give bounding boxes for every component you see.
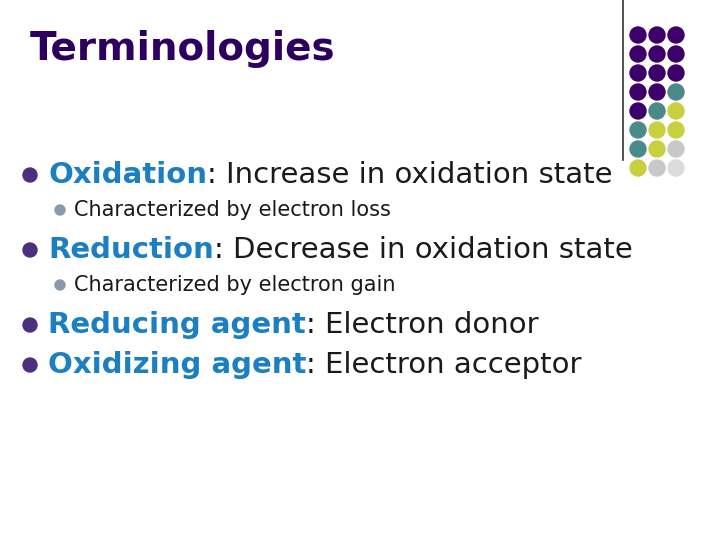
Text: Characterized by electron gain: Characterized by electron gain <box>74 275 395 295</box>
Circle shape <box>649 141 665 157</box>
Circle shape <box>649 65 665 81</box>
Text: : Decrease in oxidation state: : Decrease in oxidation state <box>214 236 632 264</box>
Circle shape <box>23 318 37 332</box>
Circle shape <box>668 141 684 157</box>
Circle shape <box>649 122 665 138</box>
Text: Reducing agent: Reducing agent <box>48 311 306 339</box>
Circle shape <box>630 84 646 100</box>
Text: Oxidation: Oxidation <box>48 161 207 189</box>
Circle shape <box>55 280 65 290</box>
Circle shape <box>630 103 646 119</box>
Text: Oxidizing agent: Oxidizing agent <box>48 351 307 379</box>
Circle shape <box>23 243 37 257</box>
Text: : Electron acceptor: : Electron acceptor <box>307 351 582 379</box>
Text: : Electron donor: : Electron donor <box>306 311 539 339</box>
Circle shape <box>630 65 646 81</box>
Circle shape <box>55 205 65 215</box>
Circle shape <box>668 65 684 81</box>
Circle shape <box>649 160 665 176</box>
Circle shape <box>630 160 646 176</box>
Circle shape <box>668 122 684 138</box>
Circle shape <box>23 168 37 182</box>
Circle shape <box>668 46 684 62</box>
Circle shape <box>630 46 646 62</box>
Circle shape <box>649 103 665 119</box>
Text: : Increase in oxidation state: : Increase in oxidation state <box>207 161 613 189</box>
Circle shape <box>668 84 684 100</box>
Circle shape <box>649 84 665 100</box>
Circle shape <box>630 141 646 157</box>
Text: Reduction: Reduction <box>48 236 214 264</box>
Circle shape <box>23 358 37 372</box>
Circle shape <box>668 103 684 119</box>
Circle shape <box>649 46 665 62</box>
Text: Characterized by electron loss: Characterized by electron loss <box>74 200 391 220</box>
Circle shape <box>668 160 684 176</box>
Circle shape <box>649 27 665 43</box>
Text: Terminologies: Terminologies <box>30 30 336 68</box>
Circle shape <box>668 27 684 43</box>
Circle shape <box>630 122 646 138</box>
Circle shape <box>630 27 646 43</box>
